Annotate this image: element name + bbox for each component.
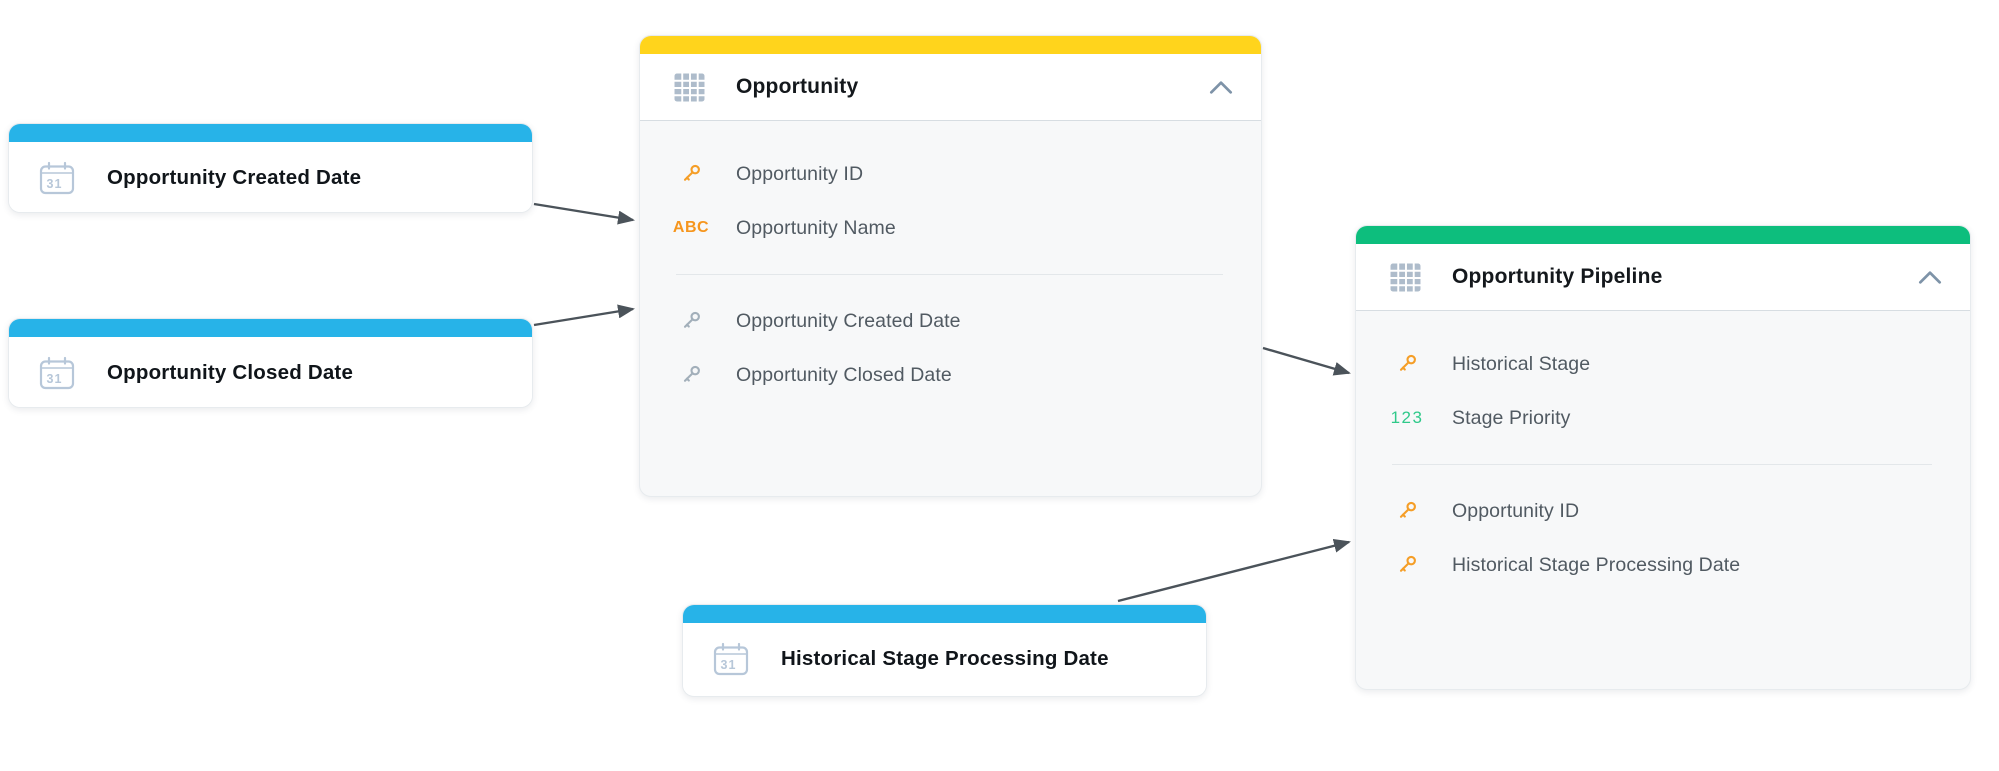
arrow-hspd-to-pipeline <box>1117 538 1351 603</box>
date-card-opportunity-closed-date[interactable]: 31 Opportunity Closed Date <box>8 318 533 408</box>
arrow-closed-date-to-opportunity <box>533 304 635 327</box>
field-row-opportunity-name[interactable]: ABC Opportunity Name <box>640 201 1261 255</box>
date-card-label: Opportunity Created Date <box>107 166 362 189</box>
svg-text:31: 31 <box>47 372 63 386</box>
field-row-historical-stage-processing-date[interactable]: Historical Stage Processing Date <box>1356 538 1970 592</box>
svg-text:31: 31 <box>721 658 737 672</box>
number-type-icon: 123 <box>1390 408 1424 427</box>
table-icon <box>674 72 705 102</box>
key-icon <box>1391 498 1423 524</box>
calendar-icon: 31 <box>713 642 749 676</box>
field-label: Opportunity Created Date <box>736 309 961 332</box>
key-icon <box>1391 351 1423 377</box>
card-accent-bar <box>683 605 1206 623</box>
field-label: Opportunity Name <box>736 216 896 239</box>
card-accent-bar <box>9 124 532 142</box>
field-label: Stage Priority <box>1452 406 1571 429</box>
field-row-historical-stage[interactable]: Historical Stage <box>1356 337 1970 391</box>
table-header: Opportunity Pipeline <box>1356 244 1970 311</box>
field-row-opportunity-id[interactable]: Opportunity ID <box>1356 484 1970 538</box>
key-icon <box>1391 552 1423 578</box>
field-label: Opportunity ID <box>1452 499 1580 522</box>
field-group-divider <box>676 274 1223 275</box>
arrow-opportunity-to-pipeline <box>1262 346 1351 376</box>
field-label: Opportunity ID <box>736 162 864 185</box>
arrow-created-date-to-opportunity <box>533 202 635 225</box>
date-card-label: Opportunity Closed Date <box>107 361 354 384</box>
calendar-icon: 31 <box>39 356 75 390</box>
field-row-opportunity-closed-date[interactable]: Opportunity Closed Date <box>640 348 1261 402</box>
chevron-up-icon[interactable] <box>1917 270 1943 285</box>
field-group-divider <box>1392 464 1932 465</box>
card-accent-bar <box>640 36 1261 54</box>
table-header: Opportunity <box>640 54 1261 121</box>
table-card-opportunity[interactable]: Opportunity Opportunity ID ABC <box>639 35 1262 497</box>
table-icon <box>1390 262 1421 292</box>
field-row-stage-priority[interactable]: 123 Stage Priority <box>1356 391 1970 445</box>
field-row-opportunity-created-date[interactable]: Opportunity Created Date <box>640 294 1261 348</box>
field-row-opportunity-id[interactable]: Opportunity ID <box>640 147 1261 201</box>
text-type-icon: ABC <box>672 219 710 236</box>
chevron-up-icon[interactable] <box>1208 80 1234 95</box>
key-icon <box>675 362 707 388</box>
card-accent-bar <box>1356 226 1970 244</box>
date-card-label: Historical Stage Processing Date <box>781 647 1109 670</box>
field-label: Historical Stage <box>1452 352 1591 375</box>
table-title: Opportunity <box>736 75 859 98</box>
date-card-historical-stage-processing-date[interactable]: 31 Historical Stage Processing Date <box>682 604 1207 697</box>
field-label: Historical Stage Processing Date <box>1452 553 1741 576</box>
table-card-opportunity-pipeline[interactable]: Opportunity Pipeline Historical Stage <box>1355 225 1971 690</box>
card-accent-bar <box>9 319 532 337</box>
table-title: Opportunity Pipeline <box>1452 265 1663 288</box>
date-card-opportunity-created-date[interactable]: 31 Opportunity Created Date <box>8 123 533 213</box>
key-icon <box>675 161 707 187</box>
svg-text:31: 31 <box>47 177 63 191</box>
field-label: Opportunity Closed Date <box>736 363 952 386</box>
calendar-icon: 31 <box>39 161 75 195</box>
key-icon <box>675 308 707 334</box>
